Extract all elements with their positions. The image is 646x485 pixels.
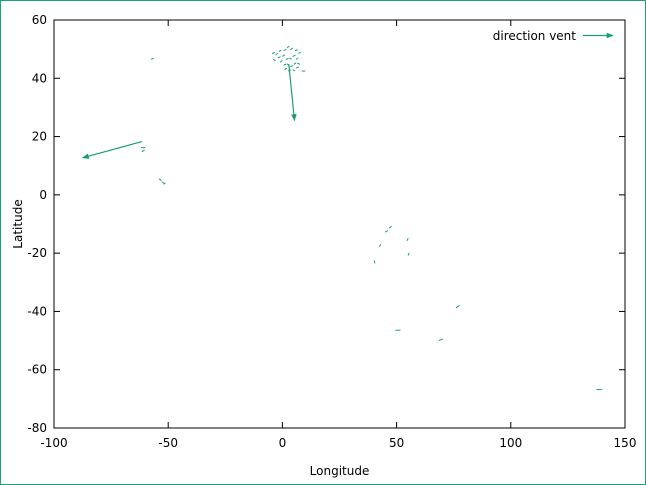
wind-vector <box>277 56 281 59</box>
wind-vector <box>282 54 285 57</box>
x-axis-title: Longitude <box>310 464 370 478</box>
wind-vector <box>287 69 292 72</box>
wind-vector <box>455 304 460 309</box>
wind-vector <box>285 57 289 60</box>
legend: direction vent <box>493 29 614 43</box>
wind-vector <box>271 51 276 54</box>
wind-vector <box>286 63 290 66</box>
y-tick-label: 0 <box>39 188 47 202</box>
wind-vector <box>290 47 293 51</box>
wind-vector <box>298 51 301 54</box>
wind-vector <box>288 63 297 122</box>
y-tick-label: -60 <box>27 363 47 377</box>
wind-vector <box>275 52 279 56</box>
wind-vector <box>81 140 143 159</box>
wind-vector <box>158 178 162 181</box>
x-axis: -100 -50 0 50 100 150 <box>40 20 636 450</box>
wind-vector <box>279 60 283 63</box>
wind-vector <box>290 65 294 68</box>
y-tick-label: 60 <box>32 13 47 27</box>
y-axis-title: Latitude <box>11 199 25 248</box>
legend-label: direction vent <box>493 29 576 43</box>
wind-vector <box>293 62 297 65</box>
wind-vector <box>388 225 392 229</box>
plot-area-border <box>53 19 626 429</box>
y-tick-label: 40 <box>32 71 47 85</box>
x-tick-label: 150 <box>614 436 637 450</box>
x-tick-label: -50 <box>158 436 178 450</box>
wind-vector <box>163 182 166 185</box>
wind-vector <box>284 67 288 70</box>
wind-vector <box>141 149 145 153</box>
y-tick-label: -80 <box>27 421 47 435</box>
vector-series <box>81 45 603 391</box>
wind-vector <box>283 48 287 52</box>
y-tick-label: -40 <box>27 304 47 318</box>
wind-vector <box>295 57 299 60</box>
wind-vector <box>384 229 389 233</box>
wind-vector <box>379 243 382 247</box>
wind-vector <box>272 58 276 62</box>
y-tick-label: -20 <box>27 246 47 260</box>
wind-vector <box>292 54 296 57</box>
wind-vector <box>161 181 165 184</box>
wind-vector <box>373 260 376 264</box>
x-tick-label: 0 <box>279 436 287 450</box>
wind-vector <box>407 252 410 256</box>
x-tick-label: -100 <box>40 436 67 450</box>
wind-vector <box>406 238 409 242</box>
wind-vector <box>150 57 155 60</box>
wind-vector <box>286 45 290 49</box>
y-axis: -80 -60 -40 -20 0 20 40 60 <box>27 13 625 435</box>
y-tick-label: 20 <box>32 130 47 144</box>
x-tick-label: 100 <box>499 436 522 450</box>
wind-vector <box>438 338 444 342</box>
wind-vector <box>294 49 298 52</box>
wind-vector <box>297 62 301 65</box>
x-tick-label: 50 <box>389 436 404 450</box>
wind-vector <box>278 49 282 52</box>
wind-vector <box>295 66 300 69</box>
wind-vector <box>283 63 287 66</box>
wind-vector <box>292 69 296 72</box>
wind-vector <box>288 57 292 60</box>
